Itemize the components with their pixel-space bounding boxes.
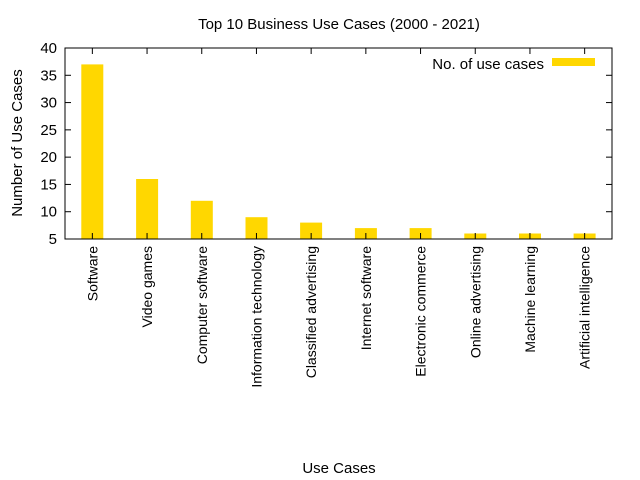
x-tick-label-0: Software	[84, 246, 100, 301]
x-tick-label-8: Machine learning	[522, 246, 538, 353]
bars-layer	[81, 64, 596, 240]
y-tick-label-6: 35	[40, 67, 57, 84]
y-tick-label-2: 15	[40, 176, 57, 193]
y-axis-label: Number of Use Cases	[9, 69, 26, 217]
x-tick-label-5: Internet software	[358, 246, 374, 350]
x-tick-label-6: Electronic commerce	[413, 246, 429, 377]
y-tick-label-4: 25	[40, 122, 57, 139]
legend-label: No. of use cases	[432, 56, 544, 73]
y-tick-label-5: 30	[40, 95, 57, 112]
bar-2	[190, 200, 213, 239]
ticks-layer: 5 10 15 20 25 30 35 40	[40, 40, 612, 248]
y-tick-label-7: 40	[40, 40, 57, 57]
y-tick-label-3: 20	[40, 149, 57, 166]
x-tick-label-9: Artificial intelligence	[577, 246, 593, 369]
y-tick-label-1: 10	[40, 204, 57, 221]
x-tick-label-2: Computer software	[194, 246, 210, 364]
bar-0	[81, 64, 104, 240]
chart-title: Top 10 Business Use Cases (2000 - 2021)	[198, 16, 480, 33]
x-axis-label: Use Cases	[302, 460, 375, 477]
x-tick-label-3: Information technology	[248, 246, 264, 388]
legend: No. of use cases	[432, 56, 595, 73]
x-tick-label-1: Video games	[139, 246, 155, 327]
plot-frame	[64, 47, 613, 240]
y-tick-label-0: 5	[49, 231, 57, 248]
bar-1	[136, 179, 159, 239]
bar-4	[300, 222, 323, 239]
x-tick-labels: Software Video games Computer software Info…	[84, 246, 592, 388]
legend-swatch	[552, 58, 595, 66]
x-tick-label-4: Classified advertising	[303, 246, 319, 378]
bar-3	[245, 217, 268, 239]
x-tick-label-7: Online advertising	[467, 246, 483, 358]
